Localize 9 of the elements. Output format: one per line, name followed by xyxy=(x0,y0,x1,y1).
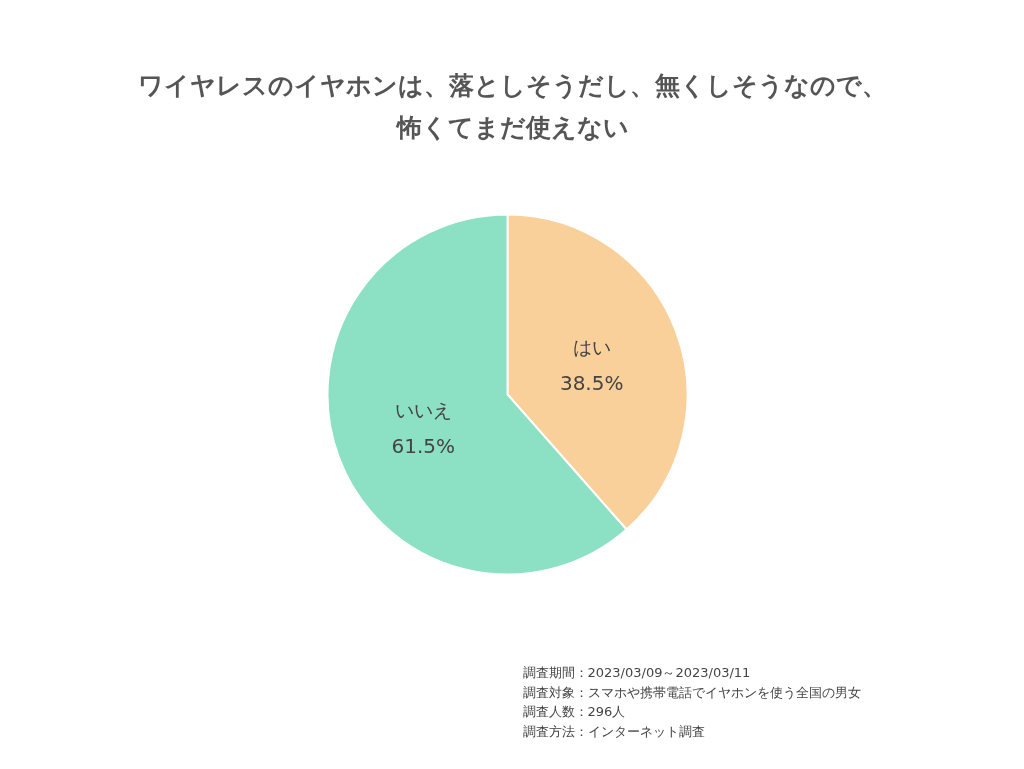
slice-label: はい xyxy=(572,335,611,358)
text: 調査人数：296人 xyxy=(522,704,626,719)
text: 調査方法：インターネット調査 xyxy=(522,723,705,739)
data-label: 61.5% xyxy=(391,434,456,459)
text: 調査期間：2023/03/09～2023/03/11 xyxy=(522,665,751,680)
slice-label: いいえ xyxy=(394,399,452,422)
chart-title: ワイヤレスのイヤホンは、落としそうだし、無くしそうなので、怖くてまだ使えない xyxy=(138,71,887,142)
text: 調査対象：スマホや携帯電話でイヤホンを使う全国の男女 xyxy=(522,684,861,700)
data-label: 38.5% xyxy=(559,370,624,395)
